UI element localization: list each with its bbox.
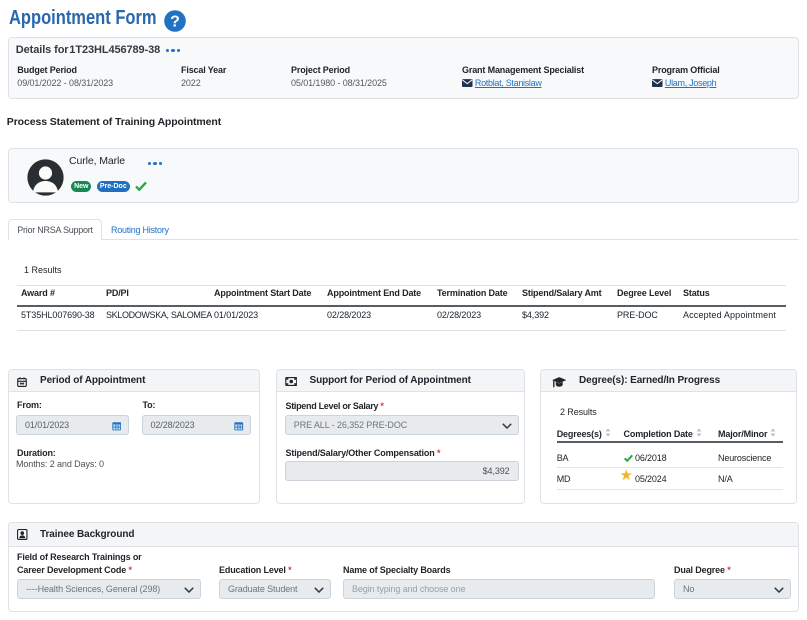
svg-text:?: ? (170, 14, 180, 31)
